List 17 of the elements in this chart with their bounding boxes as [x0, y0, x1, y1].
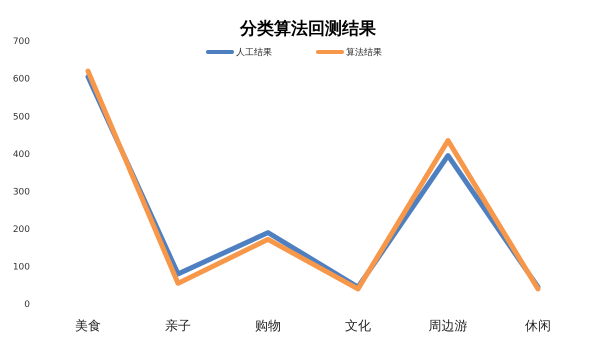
x-tick-label: 文化 [345, 319, 371, 334]
y-tick-label: 700 [12, 37, 30, 48]
y-tick-label: 500 [12, 112, 30, 122]
y-tick-label: 0 [24, 300, 30, 310]
x-tick-label: 亲子 [165, 319, 191, 334]
x-tick-label: 周边游 [428, 319, 468, 334]
x-tick-label: 休闲 [525, 319, 551, 334]
x-tick-label: 美食 [75, 318, 101, 334]
x-tick-label: 购物 [255, 319, 281, 334]
y-tick-label: 200 [12, 225, 30, 236]
legend-label: 算法结果 [346, 47, 382, 58]
y-tick-label: 300 [12, 187, 30, 198]
y-tick-label: 100 [12, 262, 30, 273]
legend-label: 人工结果 [236, 47, 272, 58]
y-tick-label: 400 [12, 150, 30, 160]
y-tick-label: 600 [12, 74, 30, 85]
chart-title: 分类算法回测结果 [239, 19, 377, 39]
